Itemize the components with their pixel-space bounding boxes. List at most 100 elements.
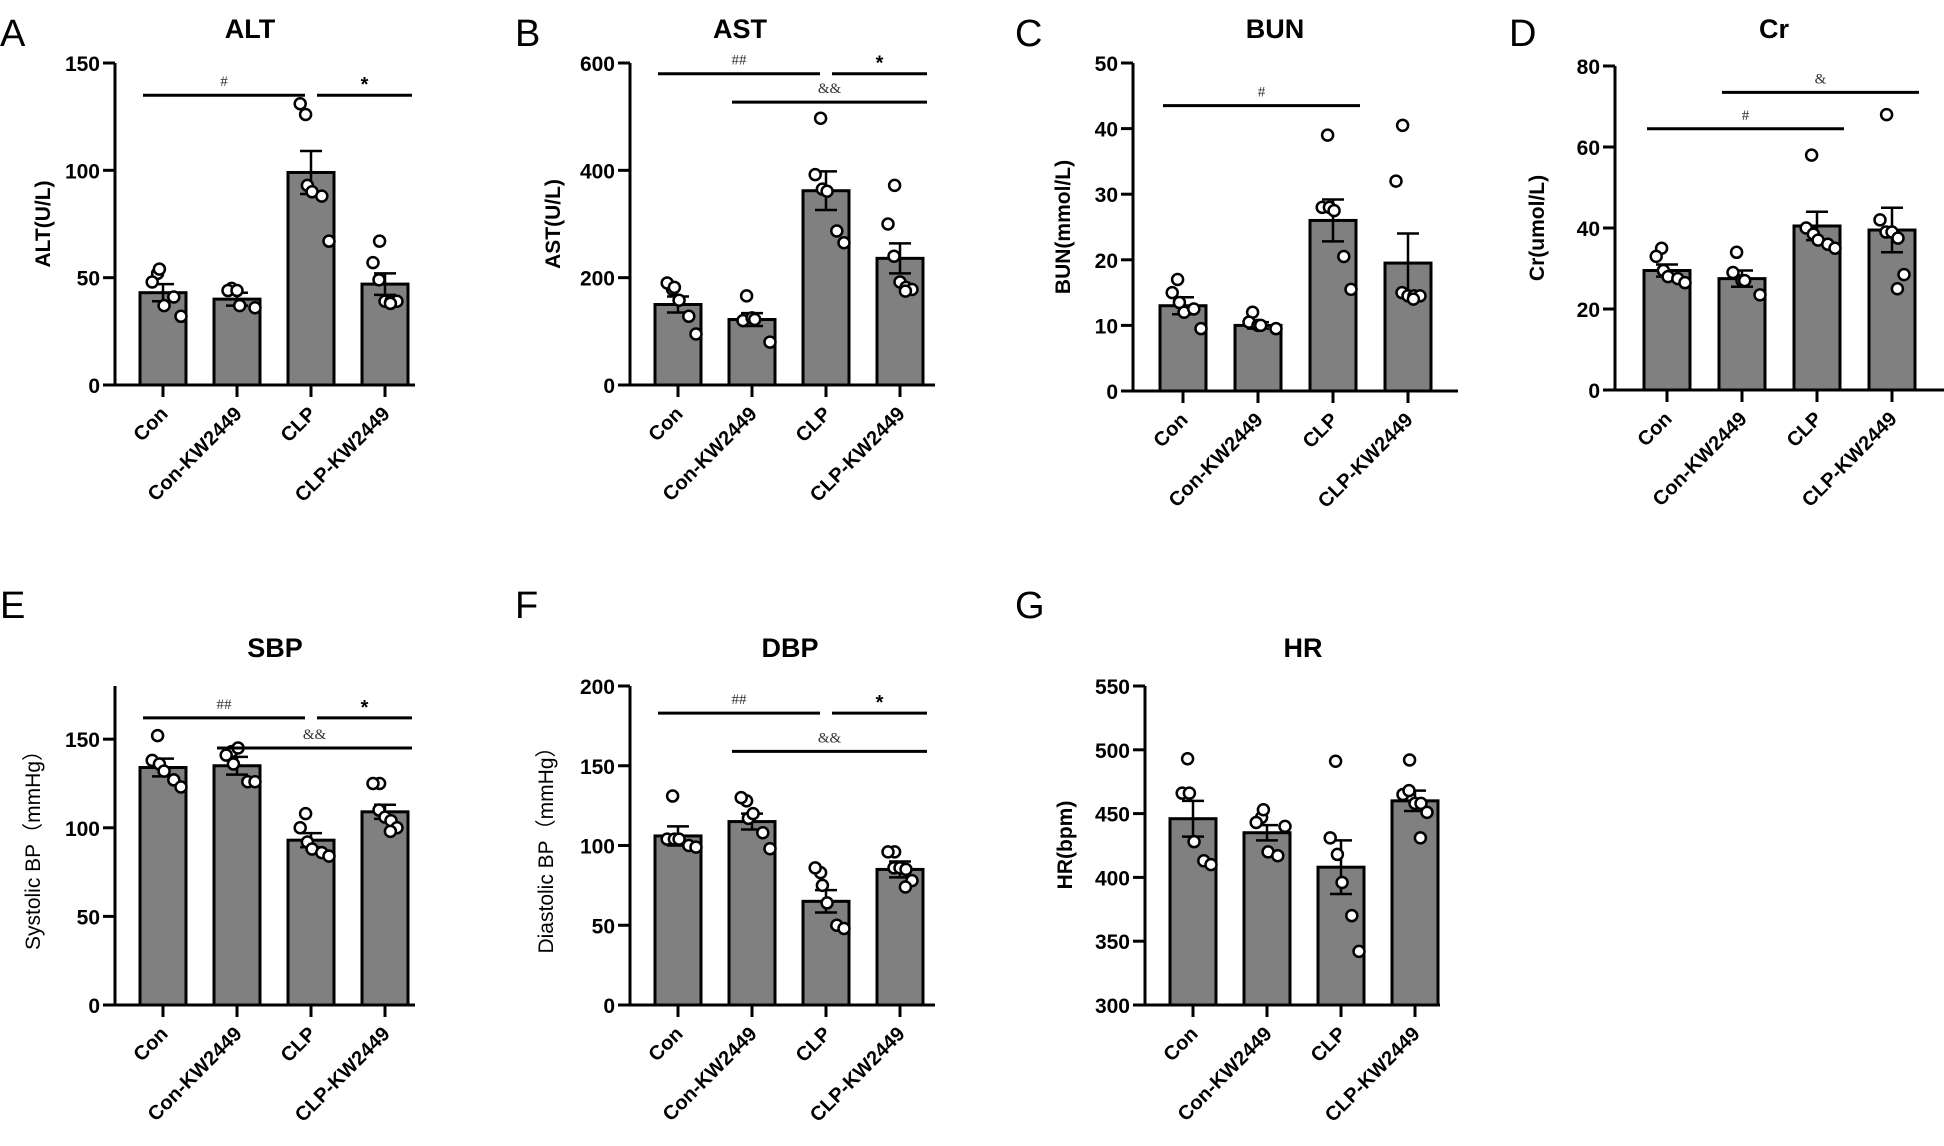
data-point bbox=[1414, 796, 1428, 811]
bar-clp bbox=[286, 838, 336, 1007]
y-tick-label: 0 bbox=[1588, 380, 1600, 403]
data-point bbox=[898, 880, 913, 894]
bar-clp-kw2449 bbox=[1867, 228, 1917, 392]
data-point bbox=[1170, 272, 1185, 287]
x-tick-label: CLP bbox=[792, 403, 836, 447]
data-point bbox=[1406, 292, 1421, 306]
y-axis-label: Cr(umol/L) bbox=[1526, 175, 1549, 281]
y-axis-label: Systolic BP（mmHg） bbox=[22, 740, 45, 950]
data-point bbox=[1352, 944, 1366, 959]
data-point bbox=[837, 921, 851, 936]
y-axis-label: AST(U/L) bbox=[542, 179, 565, 269]
data-point bbox=[881, 217, 895, 231]
panel-label: G bbox=[1015, 585, 1045, 627]
data-point bbox=[763, 335, 777, 349]
significance-label: # bbox=[1258, 85, 1266, 101]
data-point bbox=[1753, 288, 1767, 302]
data-point bbox=[1344, 282, 1358, 297]
data-point bbox=[1678, 275, 1692, 290]
x-tick-label: Con bbox=[644, 403, 687, 446]
data-point bbox=[219, 748, 233, 762]
panel-label: C bbox=[1015, 13, 1042, 55]
data-point bbox=[763, 841, 777, 856]
data-point bbox=[1420, 805, 1434, 820]
chart-title: DBP bbox=[761, 633, 818, 663]
data-point bbox=[682, 309, 696, 324]
y-tick-label: 0 bbox=[88, 375, 100, 398]
data-point bbox=[1395, 118, 1410, 133]
data-point bbox=[1804, 148, 1819, 162]
y-tick-label: 0 bbox=[603, 995, 615, 1018]
data-point bbox=[815, 878, 830, 893]
data-point bbox=[1249, 815, 1263, 830]
data-point bbox=[1402, 783, 1416, 798]
data-point bbox=[1402, 753, 1417, 767]
data-point bbox=[1278, 819, 1292, 834]
y-tick-label: 350 bbox=[1095, 931, 1130, 954]
chart-title: BUN bbox=[1246, 14, 1305, 44]
data-point bbox=[1330, 847, 1345, 862]
data-point bbox=[1269, 321, 1283, 336]
y-axis-label: Diastolic BP（mmHg） bbox=[535, 736, 558, 953]
data-point bbox=[667, 280, 682, 295]
significance-label: ## bbox=[732, 692, 748, 708]
data-point bbox=[248, 300, 262, 315]
significance-label: && bbox=[303, 727, 327, 743]
panel-label: F bbox=[515, 585, 538, 627]
y-axis-label: ALT(U/L) bbox=[32, 180, 55, 267]
data-point bbox=[739, 289, 754, 303]
x-tick-label: Con bbox=[1149, 409, 1192, 452]
bar-con bbox=[1642, 269, 1692, 392]
y-tick-label: 30 bbox=[1095, 184, 1118, 207]
data-point bbox=[734, 790, 748, 805]
data-point bbox=[1335, 875, 1349, 890]
panel-label: A bbox=[0, 13, 26, 55]
y-tick-label: 50 bbox=[77, 906, 100, 929]
significance-label: # bbox=[1742, 108, 1750, 124]
data-point bbox=[1327, 203, 1341, 218]
data-point bbox=[746, 806, 760, 821]
y-tick-label: 50 bbox=[1095, 53, 1118, 76]
bar-con bbox=[1158, 304, 1208, 393]
y-tick-label: 0 bbox=[603, 375, 615, 398]
data-point bbox=[366, 776, 380, 791]
x-tick-label: Con bbox=[1159, 1023, 1202, 1066]
data-point bbox=[1413, 831, 1428, 845]
data-point bbox=[1873, 213, 1887, 227]
data-point bbox=[1165, 285, 1179, 300]
y-tick-label: 150 bbox=[65, 53, 100, 76]
bar-clp bbox=[801, 189, 851, 387]
panel-label: D bbox=[1509, 13, 1536, 55]
data-point bbox=[232, 298, 247, 313]
data-point bbox=[230, 283, 244, 298]
data-point bbox=[881, 845, 895, 859]
data-point bbox=[887, 178, 902, 193]
data-point bbox=[157, 764, 171, 778]
data-point bbox=[1194, 321, 1208, 336]
data-point bbox=[1180, 751, 1195, 766]
bar-con bbox=[1168, 817, 1218, 1007]
significance-label: * bbox=[876, 53, 884, 75]
y-tick-label: 100 bbox=[65, 160, 100, 183]
significance-label: * bbox=[361, 74, 369, 96]
significance-label: ## bbox=[217, 697, 233, 713]
x-tick-label: Con bbox=[129, 403, 172, 446]
data-point bbox=[813, 111, 828, 126]
y-tick-label: 450 bbox=[1095, 804, 1130, 827]
x-tick-label: Con bbox=[1633, 408, 1676, 451]
data-point bbox=[672, 293, 686, 307]
bar-con-kw2449 bbox=[727, 318, 777, 387]
x-tick-label: Con bbox=[129, 1023, 172, 1066]
data-point bbox=[672, 832, 686, 846]
data-point bbox=[298, 806, 313, 821]
bar-con bbox=[138, 766, 188, 1007]
y-tick-label: 100 bbox=[580, 836, 615, 859]
y-axis-label: HR(bpm) bbox=[1054, 801, 1077, 890]
data-point bbox=[820, 184, 834, 199]
bar-con-kw2449 bbox=[1233, 323, 1283, 393]
